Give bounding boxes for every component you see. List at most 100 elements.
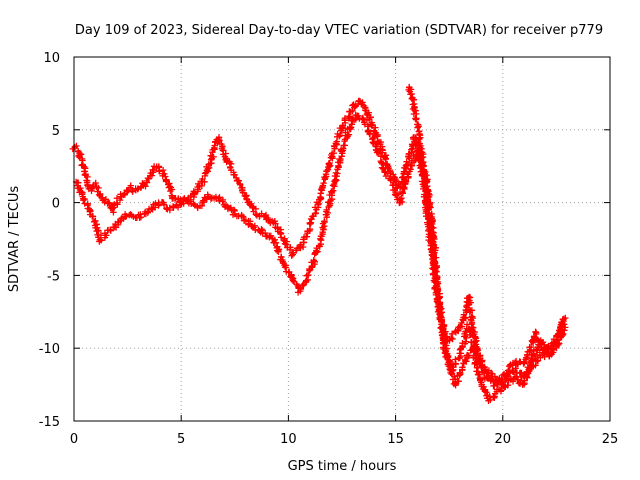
data-point [452, 382, 459, 389]
data-point [310, 257, 317, 264]
data-point [523, 372, 530, 379]
data-point [430, 244, 437, 251]
data-point [163, 205, 170, 212]
data-point [314, 248, 321, 255]
data-point [332, 169, 340, 177]
x-axis-label: GPS time / hours [288, 459, 397, 474]
data-point [312, 210, 319, 217]
data-points [69, 83, 569, 404]
data-point [279, 258, 286, 265]
data-point [282, 241, 290, 248]
data-point [401, 183, 408, 191]
data-point [200, 198, 208, 206]
y-axis-label: SDTVAR / TECUs [7, 186, 22, 293]
data-point [479, 357, 486, 364]
x-tick-label: 5 [177, 432, 185, 447]
data-point [428, 247, 436, 255]
plot-frame [73, 56, 611, 422]
y-tick-label: 5 [52, 124, 60, 139]
data-point [412, 116, 420, 123]
data-point [204, 168, 211, 175]
data-point [481, 388, 489, 395]
data-point [369, 139, 376, 146]
data-point [399, 173, 407, 181]
data-point [465, 352, 472, 360]
data-point [262, 229, 269, 237]
data-point [412, 115, 419, 122]
data-point [491, 382, 498, 389]
data-point [438, 316, 445, 323]
data-point [422, 187, 430, 194]
data-point [443, 354, 451, 362]
data-point [394, 191, 402, 198]
data-point [235, 177, 242, 184]
data-point [560, 330, 567, 338]
data-point [466, 309, 473, 316]
data-point [359, 115, 366, 122]
data-point [77, 184, 84, 192]
data-point [93, 227, 100, 235]
data-point [403, 158, 410, 165]
data-point [472, 359, 480, 367]
data-point [156, 168, 163, 175]
data-point [245, 221, 252, 228]
data-point [326, 159, 333, 167]
data-point [524, 364, 531, 371]
data-point [465, 306, 473, 313]
data-point [491, 393, 498, 400]
data-point [423, 178, 430, 186]
data-point [363, 116, 371, 124]
data-point [103, 232, 110, 239]
data-point [452, 356, 459, 363]
data-point [491, 373, 499, 380]
data-point [88, 187, 95, 194]
data-point [401, 177, 409, 184]
data-point [349, 115, 357, 122]
data-point [274, 247, 281, 254]
data-point [347, 124, 355, 131]
data-point [204, 191, 211, 198]
data-point [442, 338, 450, 345]
data-point [337, 155, 344, 163]
data-point [169, 203, 177, 210]
data-point [289, 251, 296, 258]
data-point [105, 199, 112, 206]
data-point [289, 277, 297, 284]
data-point [227, 160, 235, 168]
data-point [562, 324, 569, 331]
data-point [474, 371, 482, 378]
data-point [562, 314, 569, 322]
data-point [400, 185, 407, 192]
data-point [421, 182, 429, 190]
data-point [510, 368, 517, 375]
data-point [355, 97, 363, 104]
data-point [528, 337, 536, 345]
data-point [275, 248, 282, 255]
data-point [436, 310, 444, 317]
x-tick-label: 0 [70, 432, 78, 447]
data-point [252, 211, 259, 218]
data-point [151, 204, 159, 211]
y-tick-label: 10 [43, 51, 60, 66]
data-point [330, 149, 338, 157]
data-point [459, 364, 466, 371]
data-point [321, 218, 328, 225]
data-point [417, 142, 424, 150]
data-point [274, 225, 281, 232]
data-point [414, 124, 421, 131]
data-point [521, 358, 528, 365]
data-point [148, 172, 156, 179]
data-point [367, 114, 374, 121]
y-tick-label: -15 [39, 415, 60, 430]
data-point [320, 179, 327, 187]
data-point [71, 144, 78, 151]
data-point [555, 336, 563, 343]
data-point [272, 239, 280, 246]
data-point [329, 182, 337, 189]
data-point [547, 350, 555, 357]
series-track-C [405, 83, 569, 388]
data-point [82, 165, 89, 172]
data-point [123, 212, 130, 220]
data-point [350, 116, 358, 124]
data-point [332, 176, 339, 183]
